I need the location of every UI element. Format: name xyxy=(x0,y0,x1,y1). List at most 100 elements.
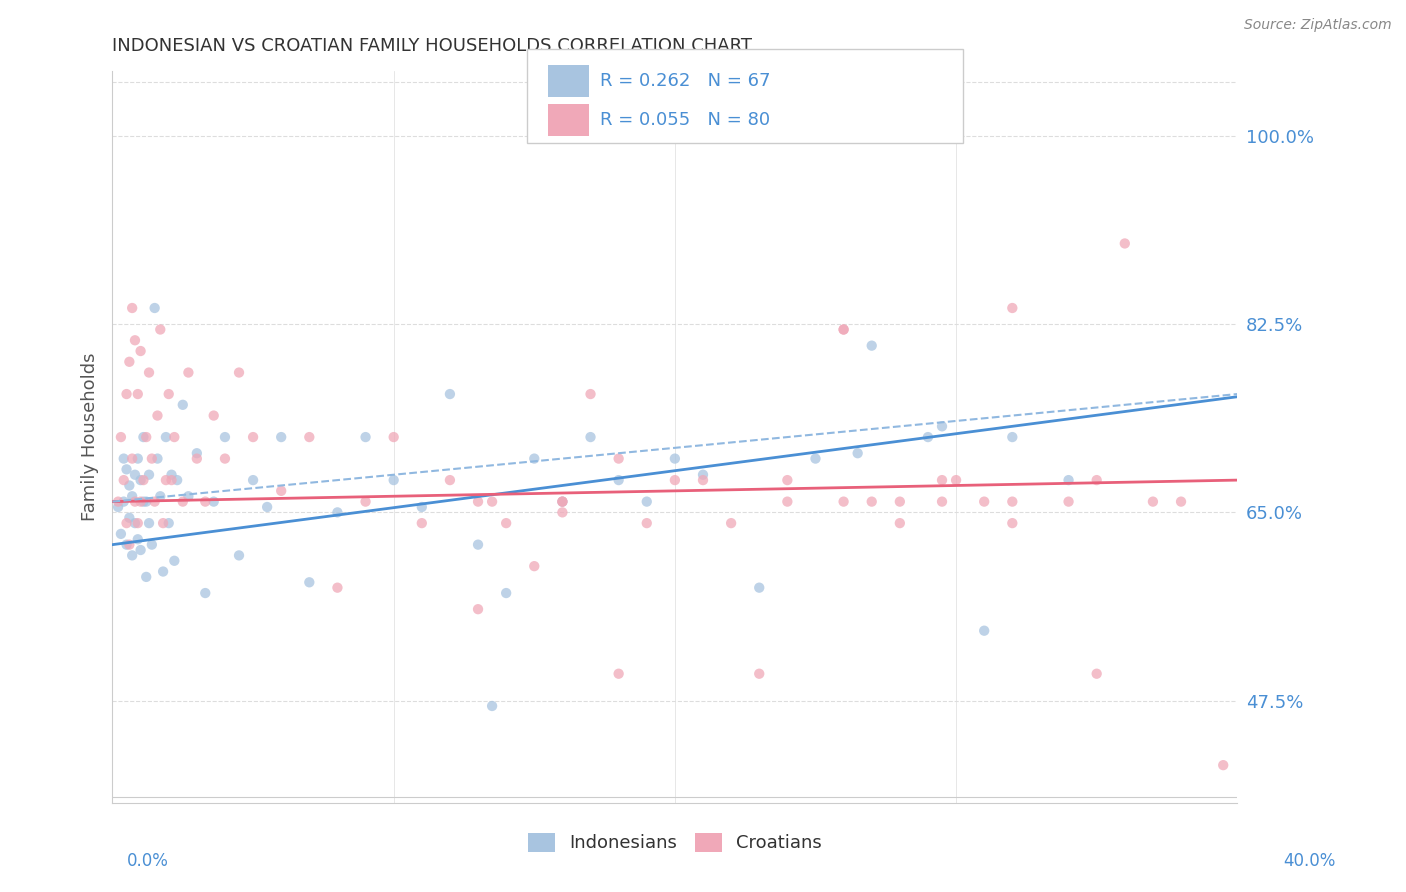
Point xyxy=(1057,473,1080,487)
Point xyxy=(172,398,194,412)
Point xyxy=(155,430,177,444)
Point xyxy=(804,451,827,466)
Point xyxy=(143,494,166,508)
Legend: Indonesians, Croatians: Indonesians, Croatians xyxy=(520,826,830,860)
Point xyxy=(636,516,658,530)
Point xyxy=(242,430,264,444)
Point xyxy=(1085,666,1108,681)
Point xyxy=(326,581,349,595)
Point xyxy=(155,473,177,487)
Point xyxy=(172,494,194,508)
Point xyxy=(439,473,461,487)
Point xyxy=(149,489,172,503)
Point xyxy=(945,473,967,487)
Point xyxy=(354,430,377,444)
Point xyxy=(411,516,433,530)
Point xyxy=(579,387,602,401)
Point xyxy=(832,322,855,336)
Point xyxy=(115,516,138,530)
Point xyxy=(157,516,180,530)
Point xyxy=(129,543,152,558)
Point xyxy=(152,565,174,579)
Point xyxy=(931,473,953,487)
Point xyxy=(186,446,208,460)
Point xyxy=(860,494,883,508)
Point xyxy=(202,409,225,423)
Point xyxy=(124,516,146,530)
Point xyxy=(931,419,953,434)
Point xyxy=(107,494,129,508)
Point xyxy=(124,494,146,508)
Point xyxy=(551,494,574,508)
Text: INDONESIAN VS CROATIAN FAMILY HOUSEHOLDS CORRELATION CHART: INDONESIAN VS CROATIAN FAMILY HOUSEHOLDS… xyxy=(112,37,752,54)
Point xyxy=(917,430,939,444)
Y-axis label: Family Households: Family Households xyxy=(80,353,98,521)
Point xyxy=(832,494,855,508)
Point xyxy=(135,570,157,584)
Point xyxy=(889,494,911,508)
Point xyxy=(692,473,714,487)
Point xyxy=(112,451,135,466)
Point xyxy=(664,451,686,466)
Point xyxy=(149,322,172,336)
Point xyxy=(579,430,602,444)
Point xyxy=(776,494,799,508)
Point xyxy=(127,533,149,547)
Point xyxy=(127,451,149,466)
Point xyxy=(194,494,217,508)
Point xyxy=(163,554,186,568)
Point xyxy=(270,483,292,498)
Point xyxy=(636,494,658,508)
Point xyxy=(1114,236,1136,251)
Point xyxy=(166,473,188,487)
Point xyxy=(138,366,160,380)
Point xyxy=(860,338,883,352)
Point xyxy=(115,538,138,552)
Point xyxy=(127,516,149,530)
Point xyxy=(551,494,574,508)
Point xyxy=(160,473,183,487)
Point xyxy=(748,581,770,595)
Point xyxy=(326,505,349,519)
Point xyxy=(124,467,146,482)
Point xyxy=(177,489,200,503)
Point xyxy=(354,494,377,508)
Point xyxy=(411,500,433,514)
Point xyxy=(242,473,264,487)
Point xyxy=(107,500,129,514)
Point xyxy=(607,473,630,487)
Point xyxy=(194,586,217,600)
Point xyxy=(121,451,143,466)
Point xyxy=(132,473,155,487)
Point xyxy=(202,494,225,508)
Point xyxy=(129,494,152,508)
Point xyxy=(143,301,166,315)
Point xyxy=(832,322,855,336)
Point xyxy=(146,409,169,423)
Point xyxy=(141,538,163,552)
Point xyxy=(931,494,953,508)
Point xyxy=(228,549,250,563)
Point xyxy=(1001,494,1024,508)
Point xyxy=(298,430,321,444)
Point xyxy=(115,462,138,476)
Point xyxy=(132,430,155,444)
Point xyxy=(112,473,135,487)
Point xyxy=(1142,494,1164,508)
Point xyxy=(228,366,250,380)
Point xyxy=(163,430,186,444)
Point xyxy=(439,387,461,401)
Point xyxy=(135,494,157,508)
Text: R = 0.262   N = 67: R = 0.262 N = 67 xyxy=(600,71,770,89)
Point xyxy=(135,430,157,444)
Point xyxy=(607,666,630,681)
Point xyxy=(607,451,630,466)
Point xyxy=(129,473,152,487)
Point xyxy=(177,366,200,380)
Point xyxy=(1057,494,1080,508)
Point xyxy=(481,698,503,713)
Point xyxy=(132,494,155,508)
Point xyxy=(160,467,183,482)
Point xyxy=(270,430,292,444)
Point xyxy=(121,301,143,315)
